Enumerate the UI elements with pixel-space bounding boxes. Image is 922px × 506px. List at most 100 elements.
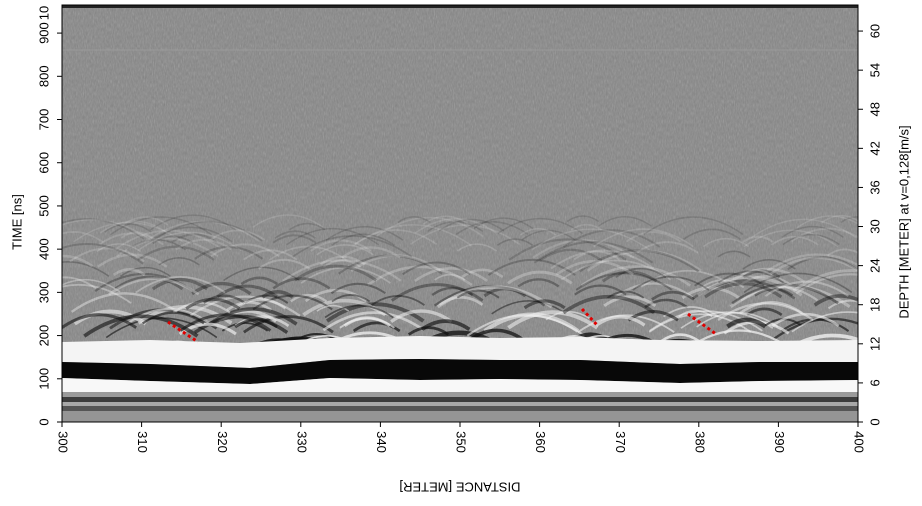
x-tick-label: 370: [613, 431, 628, 453]
texture-arc: [455, 221, 529, 236]
texture-arc: [73, 221, 184, 243]
texture-arc: [743, 229, 839, 248]
texture-arc: [62, 231, 104, 244]
y2-tick-label: 18: [867, 297, 882, 311]
texture-arc: [651, 290, 695, 301]
y-tick-label: 10: [36, 6, 51, 20]
texture-arc: [109, 216, 213, 236]
texture-arc: [771, 313, 840, 327]
texture-arc: [742, 235, 774, 243]
texture-arc: [496, 238, 534, 246]
texture-arc: [739, 269, 774, 277]
y2-tick-label: 54: [867, 63, 882, 77]
texture-arc: [325, 226, 404, 241]
x-tick-label: 330: [294, 431, 309, 453]
texture-arc: [189, 295, 301, 317]
texture-arc: [769, 256, 858, 276]
texture-arc: [175, 238, 232, 251]
y2-axis-label: DEPTH [METER] at v=0,128[m/s]: [896, 125, 911, 318]
texture-arc: [754, 287, 794, 297]
texture-arc: [252, 214, 324, 228]
texture-arc: [310, 239, 372, 252]
texture-arc: [350, 254, 441, 273]
texture-arc: [595, 315, 646, 327]
texture-arc: [223, 266, 300, 282]
texture-arc: [415, 218, 497, 234]
texture-arc: [483, 287, 527, 298]
texture-arc: [577, 314, 675, 333]
texture-arc: [746, 307, 783, 317]
texture-arc: [523, 299, 566, 310]
texture-arc: [545, 311, 592, 321]
texture-arc: [702, 237, 750, 248]
texture-arc: [781, 226, 845, 239]
texture-arc: [821, 214, 858, 224]
texture-arc: [352, 321, 401, 333]
y2-tick-label: 60: [867, 24, 882, 38]
texture-arc: [172, 301, 231, 314]
texture-arc: [457, 243, 498, 252]
y-tick-label: 200: [36, 325, 51, 347]
texture-arc: [243, 249, 298, 261]
y-tick-label: 100: [36, 368, 51, 390]
texture-arc: [826, 248, 858, 257]
texture-arc: [614, 282, 693, 299]
texture-arc: [292, 235, 413, 258]
texture-arc: [73, 309, 147, 326]
texture-arc: [491, 300, 567, 315]
texture-arc: [152, 235, 194, 245]
texture-arc: [104, 223, 152, 233]
texture-arc: [258, 258, 311, 270]
texture-arc: [726, 317, 767, 329]
texture-arc: [70, 292, 178, 313]
y-tick-label: 400: [36, 238, 51, 260]
texture-arc: [341, 246, 401, 259]
texture-arc: [694, 272, 765, 287]
texture-arc: [762, 253, 858, 275]
texture-arc: [375, 216, 484, 237]
texture-arc: [508, 238, 627, 261]
texture-arc: [422, 215, 469, 225]
texture-arc: [194, 246, 264, 260]
texture-arc: [615, 267, 667, 279]
texture-arc: [782, 233, 840, 246]
texture-arc: [410, 224, 521, 245]
x-tick-label: 300: [56, 431, 71, 453]
texture-arc: [566, 215, 600, 223]
texture-arc: [252, 294, 333, 311]
texture-arc: [152, 221, 263, 242]
texture-arc: [114, 275, 184, 291]
texture-arc: [62, 279, 121, 293]
x-tick-label: 320: [215, 431, 230, 453]
texture-arc: [137, 231, 242, 252]
y2-tick-label: 48: [867, 102, 882, 116]
texture-arc: [431, 286, 474, 296]
texture-arc: [94, 273, 194, 292]
x-tick-label: 380: [692, 431, 707, 453]
texture-arc: [304, 289, 367, 303]
texture-arc: [135, 276, 226, 294]
texture-arc: [574, 284, 627, 296]
texture-arc: [137, 245, 215, 261]
texture-arc: [119, 266, 171, 278]
texture-arc: [570, 223, 603, 231]
texture-arc: [209, 229, 266, 241]
texture-arc: [742, 258, 796, 270]
texture-arc: [739, 275, 793, 287]
texture-arc: [740, 285, 819, 302]
texture-arc: [402, 261, 471, 276]
texture-arc: [286, 228, 379, 246]
texture-arc: [602, 270, 658, 283]
texture-arc: [144, 220, 260, 243]
texture-arc: [331, 233, 395, 246]
texture-arc: [606, 290, 645, 299]
texture-arc: [99, 220, 168, 234]
texture-arc: [682, 228, 741, 241]
texture-arc: [98, 232, 164, 246]
texture-arc: [519, 227, 557, 236]
texture-arc: [148, 226, 233, 243]
texture-arc: [216, 284, 278, 298]
texture-arc: [701, 279, 745, 289]
texture-arc: [696, 275, 803, 297]
texture-arc: [112, 268, 146, 276]
